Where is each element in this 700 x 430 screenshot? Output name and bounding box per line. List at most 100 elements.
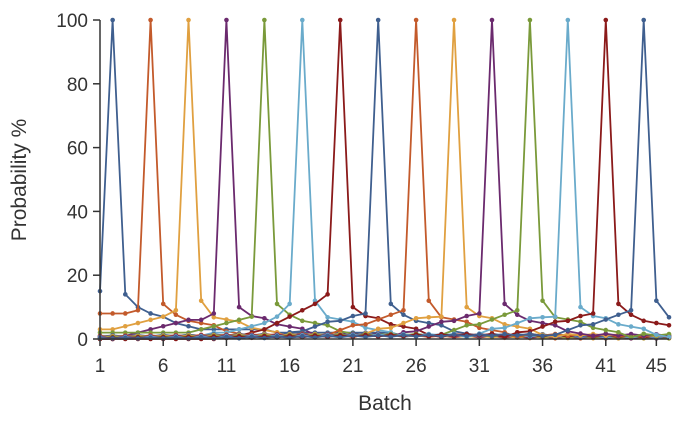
data-point bbox=[375, 17, 381, 23]
data-point bbox=[439, 314, 444, 319]
data-point bbox=[451, 318, 457, 324]
data-point bbox=[502, 322, 507, 327]
data-point bbox=[287, 314, 292, 319]
data-point bbox=[578, 319, 583, 325]
data-point bbox=[426, 332, 432, 338]
data-point bbox=[363, 325, 368, 331]
x-tick-label: 41 bbox=[595, 356, 616, 377]
data-point bbox=[186, 17, 191, 23]
data-point bbox=[464, 313, 469, 319]
data-point bbox=[135, 320, 141, 326]
data-point bbox=[274, 301, 280, 307]
data-point bbox=[666, 322, 672, 328]
data-point bbox=[211, 315, 217, 320]
series-line-path bbox=[99, 19, 670, 339]
y-tick-label: 80 bbox=[67, 75, 88, 96]
series-layer bbox=[97, 17, 672, 342]
data-point bbox=[300, 17, 305, 23]
data-point bbox=[300, 307, 305, 313]
data-point bbox=[616, 322, 621, 327]
data-point bbox=[274, 320, 280, 326]
data-point bbox=[552, 332, 558, 338]
data-point bbox=[262, 17, 267, 23]
data-point bbox=[224, 17, 229, 23]
data-point bbox=[641, 17, 647, 23]
data-point bbox=[514, 330, 520, 335]
data-point bbox=[552, 314, 558, 319]
data-point bbox=[198, 298, 204, 304]
data-point bbox=[628, 331, 634, 337]
data-point bbox=[464, 333, 469, 339]
data-point bbox=[388, 334, 394, 340]
data-point bbox=[198, 327, 204, 332]
data-point bbox=[451, 327, 457, 333]
data-point bbox=[211, 323, 217, 329]
data-point bbox=[565, 17, 571, 23]
data-point bbox=[603, 317, 609, 322]
data-point bbox=[350, 333, 356, 338]
data-point bbox=[401, 312, 406, 318]
data-point bbox=[236, 327, 242, 332]
data-point bbox=[527, 315, 533, 321]
data-point bbox=[413, 334, 419, 339]
data-point bbox=[224, 334, 229, 340]
data-point bbox=[148, 17, 153, 23]
data-point bbox=[287, 324, 292, 329]
data-point bbox=[628, 312, 634, 318]
data-point bbox=[274, 314, 280, 319]
data-point bbox=[211, 311, 217, 316]
x-tick-label: 16 bbox=[279, 356, 300, 377]
data-point bbox=[426, 324, 432, 329]
data-point bbox=[413, 17, 419, 23]
x-tick-label: 36 bbox=[532, 356, 553, 377]
data-point bbox=[590, 333, 596, 339]
data-point bbox=[388, 301, 394, 307]
data-point bbox=[325, 319, 330, 325]
data-point bbox=[666, 315, 672, 320]
data-point bbox=[590, 311, 596, 316]
data-point bbox=[363, 311, 368, 316]
data-point bbox=[160, 314, 166, 319]
data-point bbox=[401, 320, 406, 326]
y-tick-label: 0 bbox=[77, 330, 88, 351]
data-point bbox=[628, 307, 634, 313]
data-point bbox=[148, 327, 153, 332]
data-point bbox=[540, 320, 545, 326]
data-point bbox=[464, 304, 469, 310]
data-point bbox=[628, 324, 634, 329]
data-point bbox=[540, 333, 545, 339]
data-point bbox=[249, 314, 255, 319]
data-point bbox=[388, 325, 394, 331]
data-point bbox=[186, 323, 191, 329]
data-point bbox=[514, 324, 520, 329]
data-point bbox=[337, 327, 343, 333]
data-point bbox=[616, 312, 621, 318]
data-point bbox=[565, 327, 571, 333]
data-point bbox=[249, 334, 255, 339]
data-point bbox=[160, 323, 166, 329]
data-point bbox=[350, 319, 356, 325]
data-point bbox=[262, 315, 267, 321]
data-point bbox=[439, 322, 444, 328]
data-point bbox=[401, 324, 406, 329]
x-tick-label: 1 bbox=[95, 356, 106, 377]
data-point bbox=[489, 333, 495, 339]
data-point bbox=[375, 317, 381, 322]
data-point bbox=[477, 325, 482, 331]
data-point bbox=[654, 332, 659, 338]
data-point bbox=[426, 298, 432, 304]
data-point bbox=[489, 17, 495, 23]
data-point bbox=[287, 301, 292, 307]
data-point bbox=[590, 325, 596, 331]
data-point bbox=[262, 320, 267, 326]
data-point bbox=[388, 312, 394, 318]
data-point bbox=[300, 318, 305, 324]
data-point bbox=[413, 315, 419, 321]
data-point bbox=[502, 312, 507, 318]
data-point bbox=[527, 17, 533, 23]
data-point bbox=[514, 320, 520, 326]
data-point bbox=[477, 311, 482, 316]
data-point bbox=[527, 331, 533, 337]
data-point bbox=[439, 333, 444, 339]
